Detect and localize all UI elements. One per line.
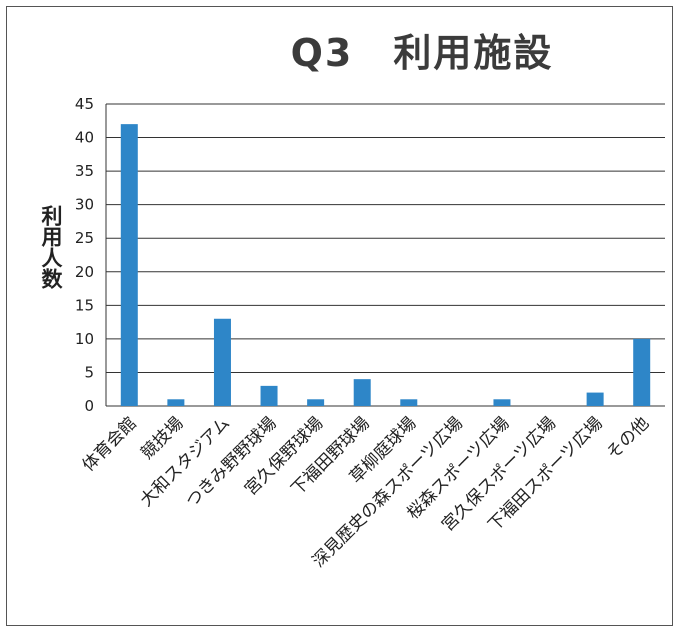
y-tick-label: 0: [84, 397, 94, 415]
x-tick-label: その他: [603, 413, 653, 463]
bar: [120, 124, 138, 406]
y-tick-label: 25: [75, 229, 94, 247]
y-tick-label: 40: [75, 129, 94, 147]
x-tick-label: 体育会館: [79, 413, 141, 475]
bar: [167, 399, 185, 406]
bar: [400, 399, 418, 406]
bar: [586, 392, 604, 406]
y-tick-label: 35: [75, 162, 94, 180]
bar: [353, 379, 371, 406]
y-tick-label: 10: [75, 330, 94, 348]
bar: [633, 338, 651, 406]
chart-title: Q3 利用施設: [290, 31, 554, 75]
y-tick-label: 45: [75, 95, 94, 113]
y-tick-label: 30: [75, 196, 94, 214]
bar: [307, 399, 325, 406]
bar: [213, 318, 231, 406]
y-tick-label: 5: [84, 363, 94, 381]
y-axis-label: 利用人数: [39, 205, 63, 289]
bar: [493, 399, 511, 406]
bar: [260, 385, 278, 406]
y-tick-label: 20: [75, 263, 94, 281]
chart-frame: [6, 6, 673, 626]
y-tick-label: 15: [75, 296, 94, 314]
